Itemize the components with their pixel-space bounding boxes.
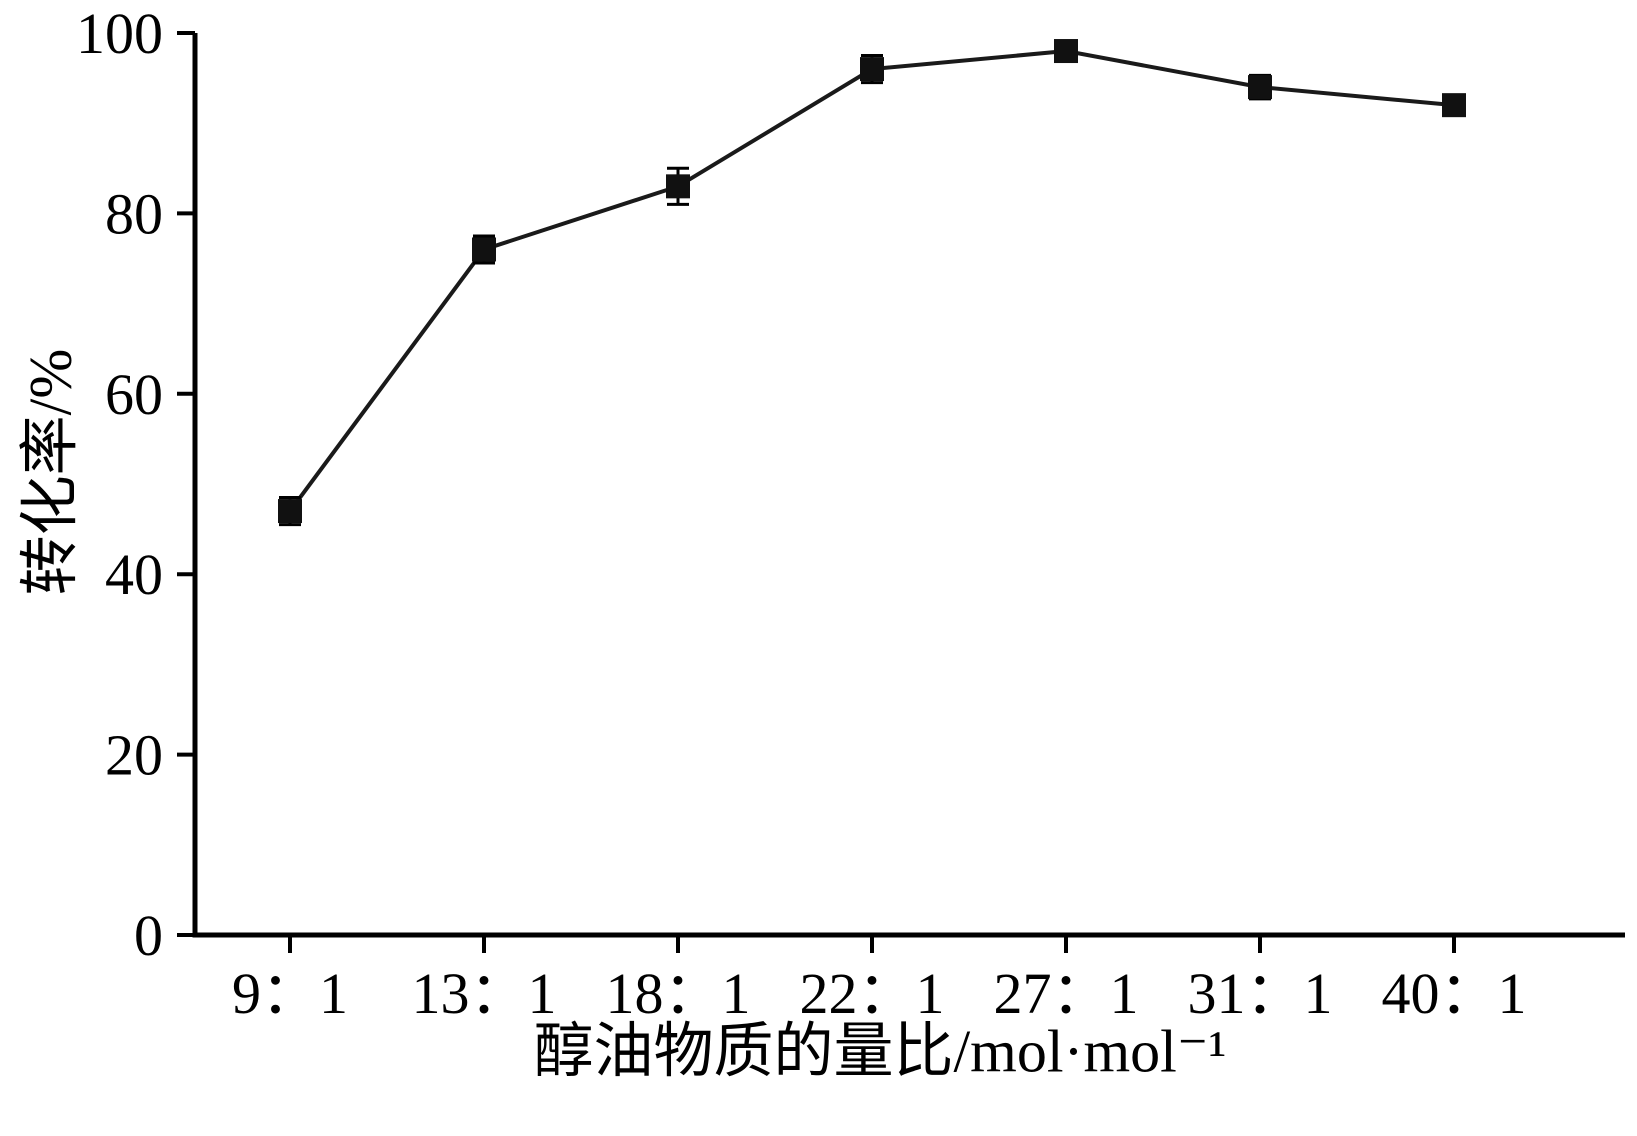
data-point-marker bbox=[860, 57, 884, 82]
x-tick-label: 13：1 bbox=[411, 961, 556, 1026]
x-tick-label: 9：1 bbox=[232, 961, 348, 1026]
y-axis-title: 转化率/% bbox=[17, 348, 84, 596]
data-line bbox=[288, 49, 1455, 513]
data-point-marker bbox=[472, 237, 496, 262]
y-tick-label: 60 bbox=[105, 362, 163, 427]
y-tick-label: 20 bbox=[105, 723, 163, 788]
x-tick-label: 40：1 bbox=[1381, 961, 1526, 1026]
y-tick-label: 0 bbox=[134, 903, 163, 968]
y-tick-label: 80 bbox=[105, 181, 163, 246]
data-point-marker bbox=[1054, 39, 1078, 64]
x-axis-title: 醇油物质的量比/mol·mol⁻¹ bbox=[533, 1018, 1227, 1085]
y-tick-label: 100 bbox=[76, 1, 163, 66]
data-point-marker bbox=[278, 499, 302, 524]
data-point-marker bbox=[666, 174, 690, 199]
x-tick-label: 27：1 bbox=[993, 961, 1138, 1026]
data-point-marker bbox=[1442, 93, 1466, 118]
data-point-marker bbox=[1248, 75, 1272, 100]
x-tick-label: 18：1 bbox=[605, 961, 750, 1026]
x-tick-label: 22：1 bbox=[799, 961, 944, 1026]
y-tick-label: 40 bbox=[105, 542, 163, 607]
x-tick-label: 31：1 bbox=[1187, 961, 1332, 1026]
